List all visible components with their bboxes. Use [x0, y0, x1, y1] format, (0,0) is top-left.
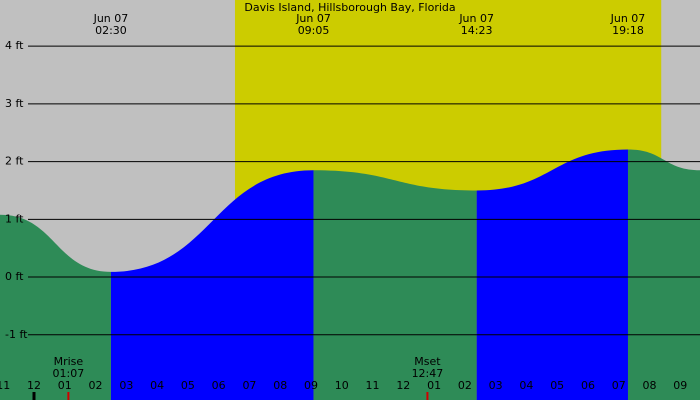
x-tick-label: 01 [427, 379, 441, 392]
x-tick-label: 07 [242, 379, 256, 392]
x-tick-label: 11 [0, 379, 10, 392]
moon-label: Mset [414, 355, 441, 368]
x-tick-label: 10 [335, 379, 349, 392]
y-tick-label: -1 ft [5, 328, 28, 341]
y-tick-label: 3 ft [5, 97, 24, 110]
x-tick-label: 02 [458, 379, 472, 392]
x-tick-label: 09 [673, 379, 687, 392]
tide-area [0, 214, 111, 400]
x-tick-label: 05 [550, 379, 564, 392]
x-tick-label: 02 [89, 379, 103, 392]
event-time: 02:30 [95, 24, 127, 37]
moon-time: 12:47 [412, 367, 444, 380]
x-tick-label: 12 [27, 379, 41, 392]
x-tick-label: 03 [489, 379, 503, 392]
x-tick-label: 04 [519, 379, 533, 392]
x-tick-label: 09 [304, 379, 318, 392]
tide-area [110, 170, 314, 400]
x-tick-label: 04 [150, 379, 164, 392]
y-tick-label: 4 ft [5, 39, 24, 52]
tide-area [313, 170, 477, 400]
x-tick-label: 05 [181, 379, 195, 392]
y-tick-label: 2 ft [5, 155, 24, 168]
x-tick-label: 07 [612, 379, 626, 392]
event-time: 09:05 [298, 24, 330, 37]
event-time: 19:18 [612, 24, 644, 37]
tide-area [476, 149, 628, 400]
event-date: Jun 07 [610, 12, 646, 25]
moon-label: Mrise [54, 355, 84, 368]
x-tick-label: 11 [366, 379, 380, 392]
x-tick-label: 01 [58, 379, 72, 392]
chart-title: Davis Island, Hillsborough Bay, Florida [244, 1, 455, 14]
y-tick-label: 0 ft [5, 270, 24, 283]
event-date: Jun 07 [295, 12, 331, 25]
event-date: Jun 07 [458, 12, 494, 25]
x-tick-label: 08 [643, 379, 657, 392]
x-tick-label: 06 [212, 379, 226, 392]
x-tick-label: 03 [119, 379, 133, 392]
x-tick-label: 08 [273, 379, 287, 392]
event-time: 14:23 [461, 24, 493, 37]
moon-time: 01:07 [53, 367, 85, 380]
x-tick-label: 12 [396, 379, 410, 392]
y-tick-label: 1 ft [5, 212, 24, 225]
event-date: Jun 07 [93, 12, 129, 25]
tide-area [627, 149, 700, 400]
x-tick-label: 06 [581, 379, 595, 392]
